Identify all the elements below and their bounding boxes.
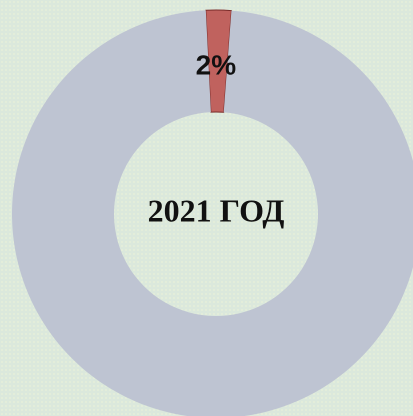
donut-segment [205, 9, 232, 113]
center-label: 2021 ГОД [148, 192, 285, 228]
donut-segment [12, 10, 413, 416]
value-label: 2% [196, 49, 237, 80]
